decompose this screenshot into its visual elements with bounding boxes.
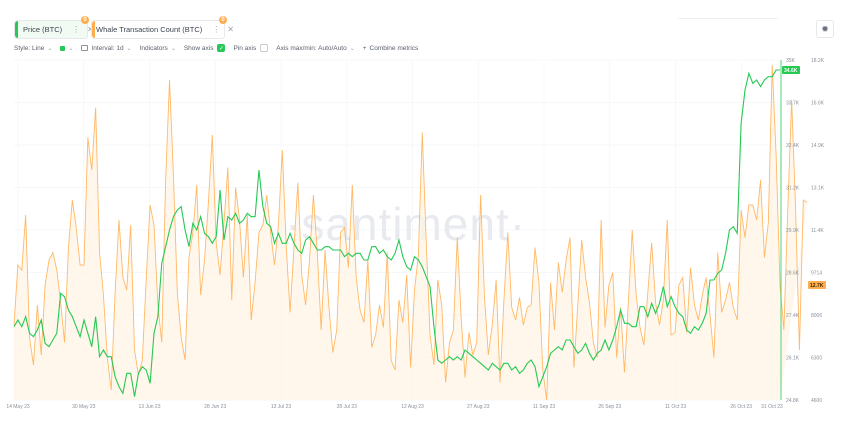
pin-axis-label: Pin axis bbox=[233, 44, 257, 52]
close-icon[interactable]: ✕ bbox=[87, 25, 94, 34]
tab-color-indicator bbox=[92, 21, 95, 38]
chevron-down-icon: ⌄ bbox=[68, 45, 74, 52]
style-dropdown[interactable]: Style: Line ⌄ bbox=[14, 45, 52, 52]
tab-badge: 0 bbox=[81, 16, 89, 24]
show-axis-label: Show axis bbox=[183, 44, 214, 52]
tab-whale-transaction-count[interactable]: Whale Transaction Count (BTC) ⋮ ✕ 0 bbox=[91, 16, 234, 39]
color-swatch bbox=[60, 45, 66, 51]
chevron-down-icon: ⌄ bbox=[349, 45, 355, 52]
x-axis-tick: 31 Oct 23 bbox=[761, 404, 783, 410]
indicators-label: Indicators bbox=[139, 44, 168, 52]
price-axis-tick: 29.9K bbox=[786, 228, 800, 234]
chevron-down-icon: ⌄ bbox=[47, 45, 53, 52]
plus-icon: + bbox=[362, 44, 367, 52]
color-picker[interactable]: ⌄ bbox=[60, 45, 73, 52]
x-axis-tick: 26 Sep 23 bbox=[598, 404, 621, 410]
interval-label: Interval: 1d bbox=[91, 44, 124, 52]
price-axis-tick: 33.7K bbox=[786, 101, 800, 107]
whale-axis-tick: 16.6K bbox=[811, 101, 825, 107]
x-axis-tick: 27 Aug 23 bbox=[467, 404, 490, 410]
whale-last-value-label: 12.7K bbox=[810, 283, 824, 289]
combine-metrics-label: Combine metrics bbox=[369, 44, 419, 52]
checkbox-unchecked[interactable] bbox=[260, 44, 269, 52]
gear-icon: ✹ bbox=[821, 23, 829, 34]
santiment-watermark: ·santiment· bbox=[285, 198, 526, 250]
price-axis-tick: 31.2K bbox=[786, 186, 800, 192]
x-axis-tick: 12 Aug 23 bbox=[401, 404, 424, 410]
whale-axis-tick: 9714 bbox=[811, 271, 822, 277]
close-icon[interactable]: ✕ bbox=[227, 25, 234, 34]
x-axis-tick: 11 Oct 23 bbox=[665, 404, 687, 410]
chevron-down-icon: ⌄ bbox=[170, 45, 176, 52]
whale-axis-tick: 13.1K bbox=[811, 186, 825, 192]
x-axis-tick: 28 Jul 23 bbox=[337, 404, 358, 410]
vertical-dots-icon[interactable]: ⋮ bbox=[212, 25, 221, 34]
tab-color-indicator bbox=[15, 21, 18, 38]
x-axis-tick: 28 Jun 23 bbox=[204, 404, 226, 410]
tab-label: Whale Transaction Count (BTC) bbox=[96, 25, 203, 34]
tab-badge: 0 bbox=[219, 16, 227, 24]
price-axis-tick: 27.4K bbox=[786, 313, 800, 319]
show-axis-toggle[interactable]: Show axis ✓ bbox=[184, 44, 226, 52]
chevron-down-icon: ⌄ bbox=[126, 45, 132, 52]
whale-axis-tick: 14.9K bbox=[811, 143, 825, 149]
price-series-line bbox=[13, 69, 780, 397]
combine-metrics-button[interactable]: + Combine metrics bbox=[363, 45, 419, 52]
whale-series-line bbox=[13, 64, 808, 401]
pin-axis-toggle[interactable]: Pin axis bbox=[233, 44, 269, 52]
axes: 35K 18.2K 33.7K 16.6K 32.4K 14.9K 31.2K 13.1K 29… bbox=[6, 58, 826, 410]
price-axis-tick: 35K bbox=[786, 58, 796, 64]
x-axis-tick: 30 May 23 bbox=[72, 404, 96, 410]
calendar-icon bbox=[81, 45, 89, 51]
whale-last-value-badge bbox=[808, 281, 826, 289]
vertical-dots-icon[interactable]: ⋮ bbox=[72, 25, 81, 34]
interval-dropdown[interactable]: Interval: 1d ⌄ bbox=[81, 44, 132, 52]
style-label: Style: Line bbox=[14, 44, 45, 52]
price-last-value-badge bbox=[782, 66, 800, 74]
whale-area bbox=[14, 65, 808, 400]
price-axis-tick: 32.4K bbox=[786, 143, 800, 149]
axis-max-min-label: Axis max/min: Auto/Auto bbox=[276, 44, 347, 52]
price-last-value-label: 34.6K bbox=[784, 68, 798, 74]
x-axis-tick: 13 Jul 23 bbox=[271, 404, 292, 410]
x-axis-tick: 13 Jun 23 bbox=[139, 404, 161, 410]
axis-max-min-dropdown[interactable]: Axis max/min: Auto/Auto ⌄ bbox=[276, 45, 354, 52]
chart-toolbar: Style: Line ⌄ ⌄ Interval: 1d ⌄ Indicator… bbox=[14, 42, 426, 54]
checkmark-icon[interactable]: ✓ bbox=[217, 44, 226, 52]
x-axis-tick: 14 May 23 bbox=[6, 404, 30, 410]
whale-axis-tick: 8006 bbox=[811, 313, 822, 319]
x-axis-tick: 11 Sep 23 bbox=[533, 404, 556, 410]
tab-label: Price (BTC) bbox=[23, 25, 63, 34]
price-axis-tick: 26.1K bbox=[786, 356, 800, 362]
topbar-divider bbox=[678, 18, 778, 19]
whale-axis-tick: 6300 bbox=[811, 356, 822, 362]
settings-button[interactable]: ✹ bbox=[816, 20, 834, 38]
area-fill bbox=[14, 65, 808, 400]
whale-axis-tick: 18.2K bbox=[811, 58, 825, 64]
series-lines bbox=[13, 64, 808, 401]
price-axis-tick: 28.6K bbox=[786, 271, 800, 277]
whale-axis-tick: 4600 bbox=[811, 398, 822, 404]
tab-price-btc[interactable]: Price (BTC) ⋮ ✕ 0 bbox=[14, 16, 94, 39]
whale-axis-tick: 11.4K bbox=[811, 228, 824, 234]
indicators-dropdown[interactable]: Indicators ⌄ bbox=[140, 45, 176, 52]
price-axis-tick: 24.8K bbox=[786, 398, 800, 404]
x-axis-tick: 26 Oct 23 bbox=[730, 404, 752, 410]
